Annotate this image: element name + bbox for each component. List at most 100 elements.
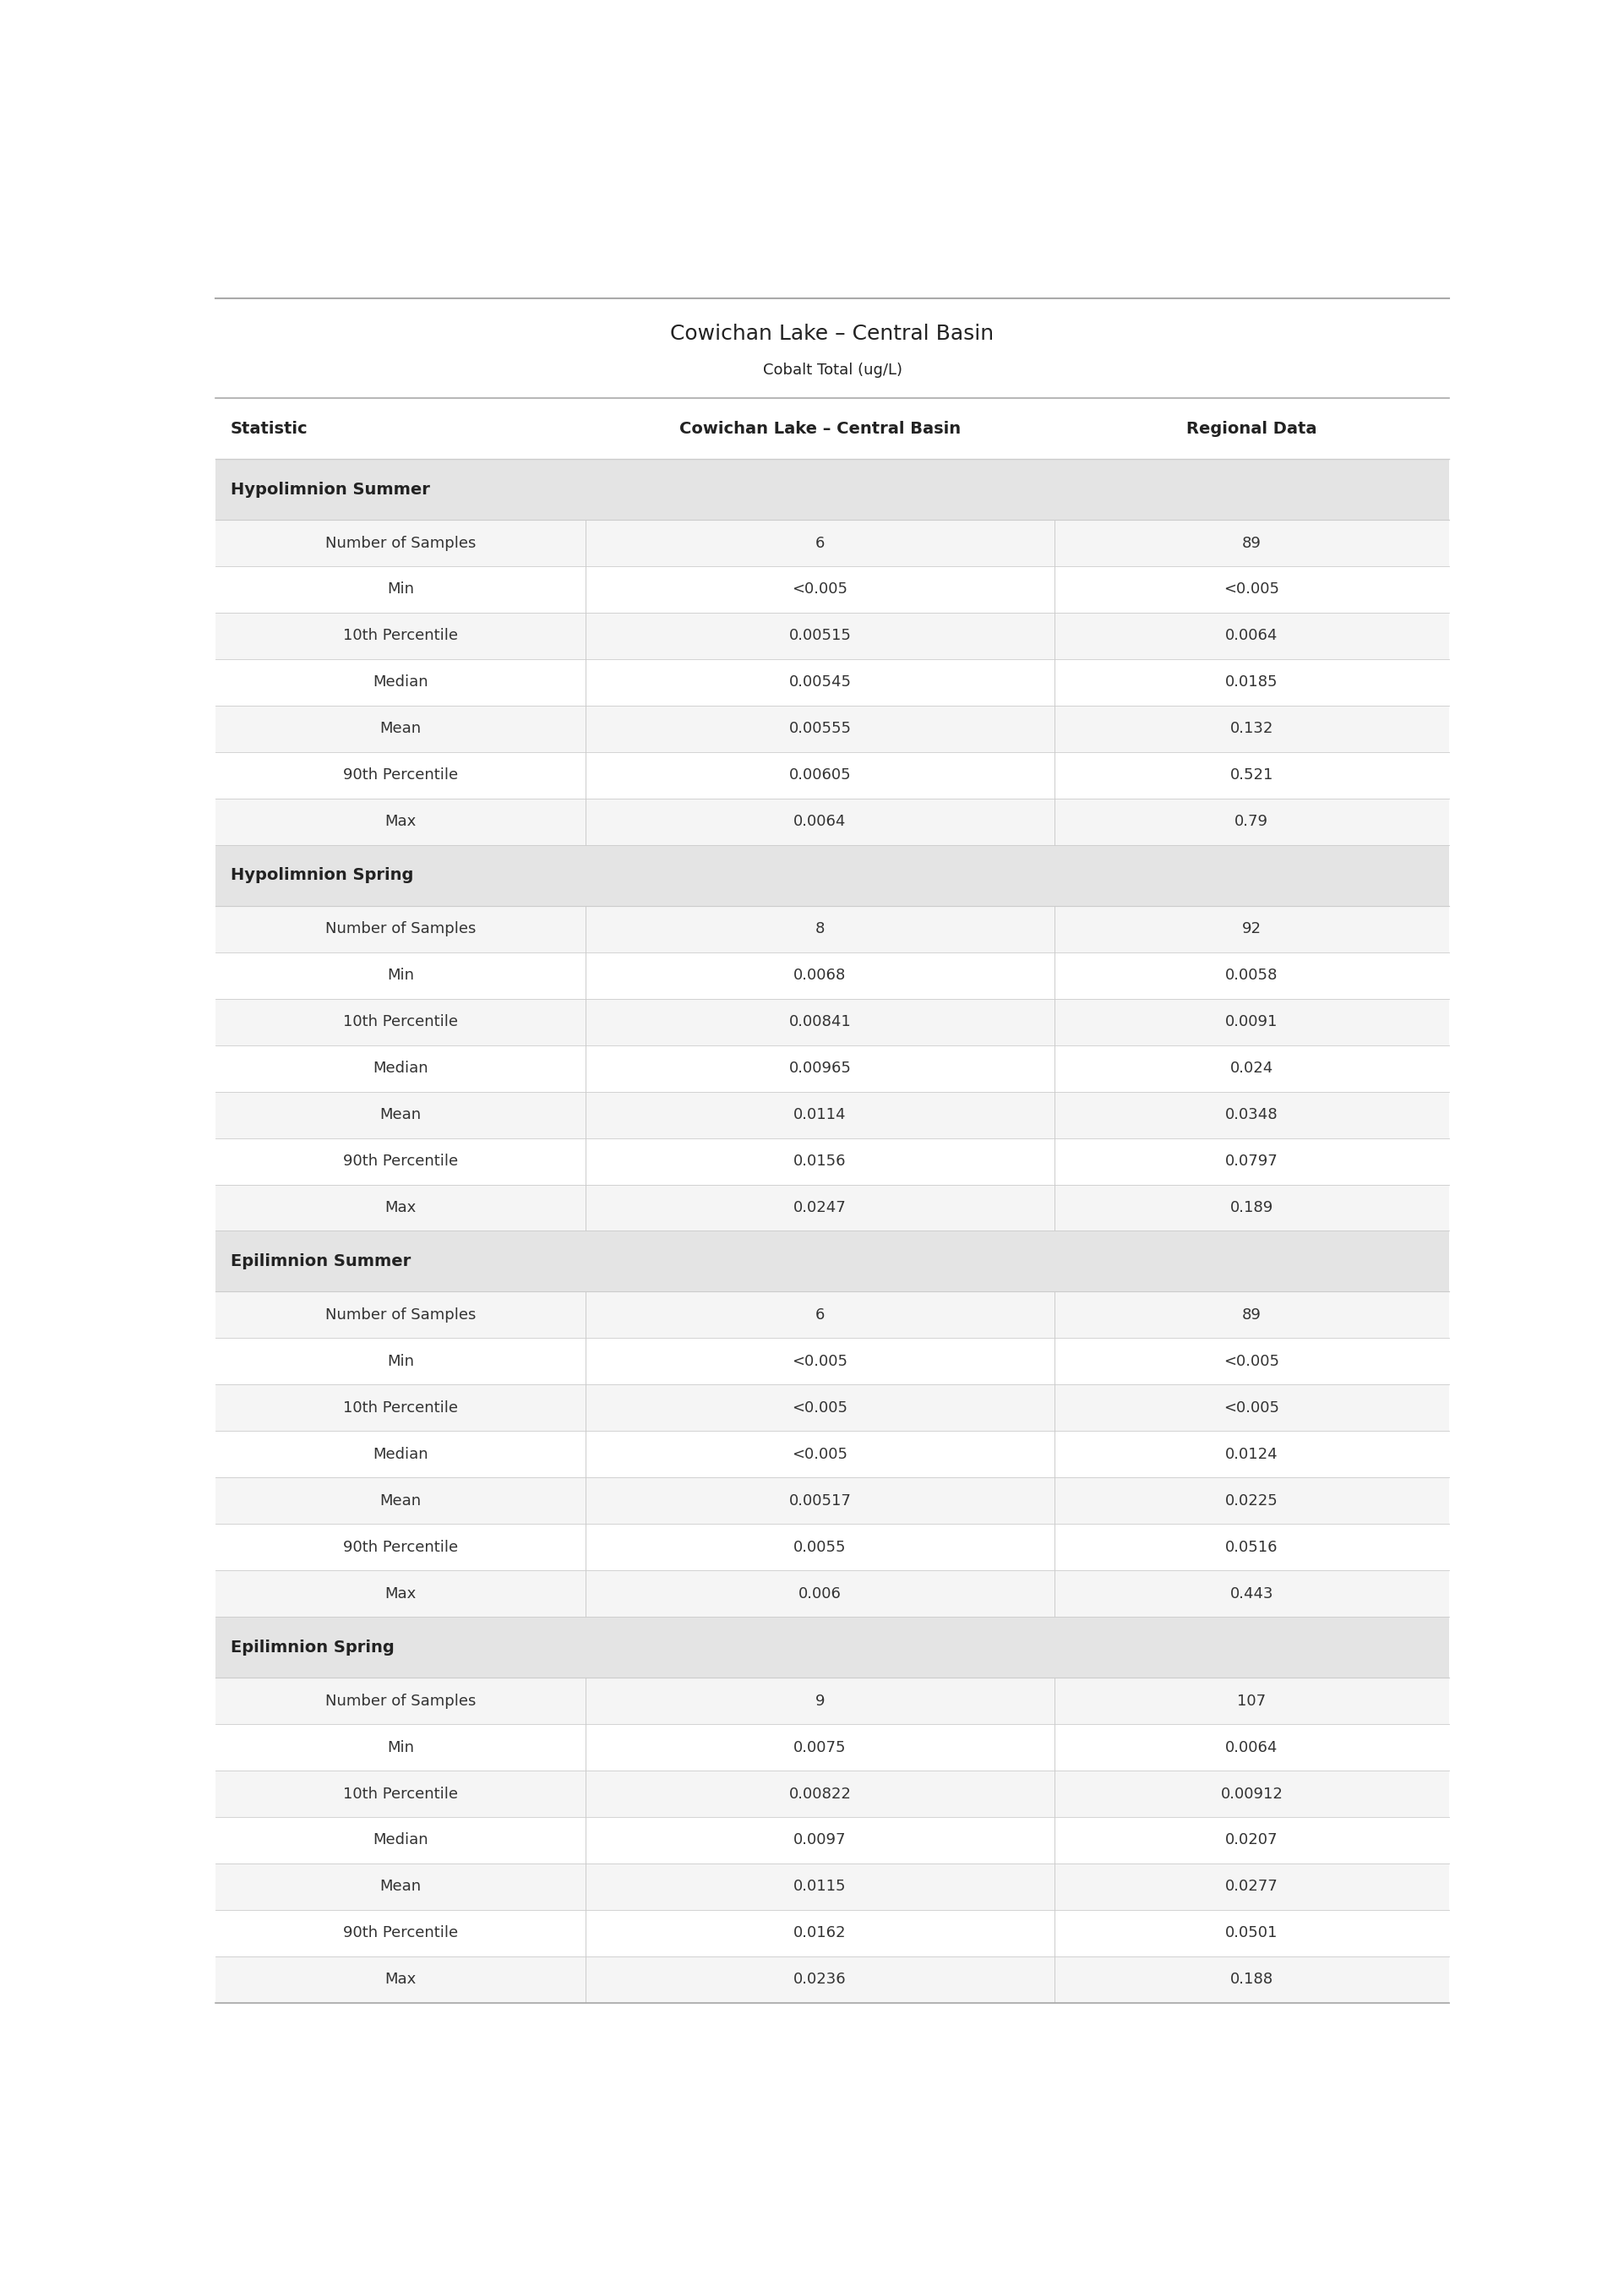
Text: <0.005: <0.005 — [793, 1446, 848, 1462]
Text: Epilimnion Spring: Epilimnion Spring — [231, 1639, 395, 1655]
Text: Mean: Mean — [380, 1880, 421, 1893]
Bar — [216, 1616, 1449, 1678]
Text: 0.0162: 0.0162 — [794, 1925, 846, 1941]
Bar — [216, 751, 1449, 799]
Bar — [216, 459, 1449, 520]
Text: 9: 9 — [815, 1693, 825, 1709]
Text: Regional Data: Regional Data — [1187, 420, 1317, 436]
Text: Number of Samples: Number of Samples — [325, 536, 476, 552]
Bar — [216, 844, 1449, 906]
Text: 0.00912: 0.00912 — [1221, 1786, 1283, 1802]
Text: 0.0225: 0.0225 — [1224, 1494, 1278, 1507]
Bar — [216, 1571, 1449, 1616]
Text: 0.0156: 0.0156 — [794, 1153, 846, 1169]
Text: Max: Max — [385, 1973, 416, 1986]
Text: Number of Samples: Number of Samples — [325, 922, 476, 938]
Text: 90th Percentile: 90th Percentile — [343, 1925, 458, 1941]
Text: 0.189: 0.189 — [1229, 1201, 1273, 1214]
Text: Median: Median — [374, 1832, 429, 1848]
Text: 6: 6 — [815, 536, 825, 552]
Text: Median: Median — [374, 1060, 429, 1076]
Text: Min: Min — [387, 967, 414, 983]
Bar — [216, 1523, 1449, 1571]
Text: 0.79: 0.79 — [1234, 815, 1268, 829]
Text: Min: Min — [387, 581, 414, 597]
Text: 0.0185: 0.0185 — [1224, 674, 1278, 690]
Bar — [216, 1230, 1449, 1292]
Text: 0.0064: 0.0064 — [794, 815, 846, 829]
Text: Number of Samples: Number of Samples — [325, 1308, 476, 1323]
Text: 0.0114: 0.0114 — [794, 1108, 846, 1121]
Bar — [216, 1339, 1449, 1385]
Text: 0.00545: 0.00545 — [789, 674, 851, 690]
Text: 0.0207: 0.0207 — [1224, 1832, 1278, 1848]
Text: <0.005: <0.005 — [793, 1353, 848, 1369]
Text: 0.00965: 0.00965 — [789, 1060, 851, 1076]
Text: 0.0068: 0.0068 — [794, 967, 846, 983]
Text: 0.00515: 0.00515 — [789, 629, 851, 642]
Text: 0.0055: 0.0055 — [794, 1539, 846, 1555]
Text: 0.00841: 0.00841 — [789, 1015, 851, 1031]
Text: Min: Min — [387, 1353, 414, 1369]
Text: 0.0348: 0.0348 — [1224, 1108, 1278, 1121]
Bar — [216, 1092, 1449, 1137]
Text: <0.005: <0.005 — [1224, 1353, 1280, 1369]
Text: Cobalt Total (ug/L): Cobalt Total (ug/L) — [763, 363, 901, 377]
Text: 0.00605: 0.00605 — [789, 767, 851, 783]
Bar — [216, 906, 1449, 951]
Text: Max: Max — [385, 1587, 416, 1600]
Text: 0.521: 0.521 — [1229, 767, 1273, 783]
Text: 0.0058: 0.0058 — [1226, 967, 1278, 983]
Text: <0.005: <0.005 — [1224, 1401, 1280, 1416]
Text: 0.0797: 0.0797 — [1224, 1153, 1278, 1169]
Text: Min: Min — [387, 1739, 414, 1755]
Bar — [216, 1292, 1449, 1339]
Text: Hypolimnion Summer: Hypolimnion Summer — [231, 481, 430, 497]
Text: 0.00555: 0.00555 — [789, 722, 851, 735]
Bar — [216, 1137, 1449, 1185]
Text: 0.443: 0.443 — [1229, 1587, 1273, 1600]
Bar — [216, 1478, 1449, 1523]
Text: <0.005: <0.005 — [793, 1401, 848, 1416]
Bar — [216, 1725, 1449, 1771]
Text: 92: 92 — [1242, 922, 1262, 938]
Text: Cowichan Lake – Central Basin: Cowichan Lake – Central Basin — [679, 420, 961, 436]
Text: 0.0097: 0.0097 — [794, 1832, 846, 1848]
Text: 90th Percentile: 90th Percentile — [343, 767, 458, 783]
Text: 90th Percentile: 90th Percentile — [343, 1153, 458, 1169]
Text: Max: Max — [385, 815, 416, 829]
Text: 0.024: 0.024 — [1229, 1060, 1273, 1076]
Text: Median: Median — [374, 1446, 429, 1462]
Text: 10th Percentile: 10th Percentile — [343, 1786, 458, 1802]
Text: 0.132: 0.132 — [1229, 722, 1273, 735]
Text: Max: Max — [385, 1201, 416, 1214]
Text: Statistic: Statistic — [231, 420, 309, 436]
Text: 89: 89 — [1242, 536, 1262, 552]
Text: 90th Percentile: 90th Percentile — [343, 1539, 458, 1555]
Bar — [216, 951, 1449, 999]
Text: 10th Percentile: 10th Percentile — [343, 1401, 458, 1416]
Bar — [216, 613, 1449, 658]
Bar — [216, 565, 1449, 613]
Text: 0.0277: 0.0277 — [1224, 1880, 1278, 1893]
Text: Mean: Mean — [380, 1108, 421, 1121]
Text: 0.00517: 0.00517 — [789, 1494, 851, 1507]
Text: 0.006: 0.006 — [799, 1587, 841, 1600]
Bar — [216, 799, 1449, 844]
Text: <0.005: <0.005 — [793, 581, 848, 597]
Text: 0.0064: 0.0064 — [1226, 1739, 1278, 1755]
Text: 0.0124: 0.0124 — [1224, 1446, 1278, 1462]
Text: 0.0064: 0.0064 — [1226, 629, 1278, 642]
Bar — [216, 1185, 1449, 1230]
Bar — [216, 300, 1449, 397]
Text: 0.0516: 0.0516 — [1224, 1539, 1278, 1555]
Text: 0.0091: 0.0091 — [1226, 1015, 1278, 1031]
Bar — [216, 1044, 1449, 1092]
Text: 0.0247: 0.0247 — [794, 1201, 846, 1214]
Bar — [216, 1430, 1449, 1478]
Text: 107: 107 — [1237, 1693, 1267, 1709]
Bar — [216, 397, 1449, 459]
Text: 10th Percentile: 10th Percentile — [343, 1015, 458, 1031]
Bar — [216, 520, 1449, 565]
Text: Mean: Mean — [380, 722, 421, 735]
